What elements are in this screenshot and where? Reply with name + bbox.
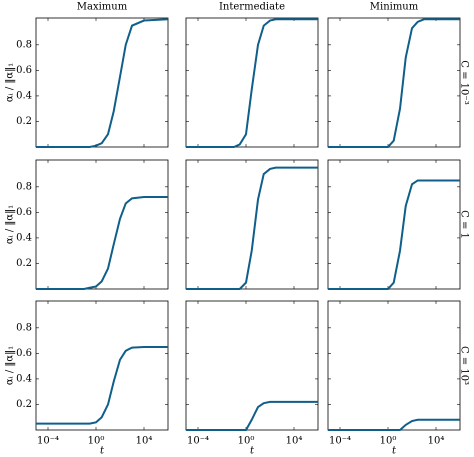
curve: [328, 18, 460, 148]
plot-frame: [327, 159, 461, 290]
x-tick-label: 10⁻⁴: [187, 436, 209, 447]
plot-frame: [327, 17, 461, 148]
x-axis-label: t: [392, 446, 397, 457]
column-title: Minimum: [370, 2, 419, 13]
panel: 10⁻⁴ 10⁰ 10⁴: [327, 300, 461, 447]
curve: [328, 418, 460, 431]
x-axis-label: t: [100, 446, 105, 457]
y-tick-label: 0.8: [16, 181, 32, 192]
y-axis-label: αᵢ / ‖α‖₁: [5, 205, 16, 244]
curve: [186, 166, 318, 290]
y-tick-label: 0.4: [16, 232, 32, 243]
row-label: C = 1: [459, 210, 470, 239]
plot-frame: [35, 159, 169, 290]
column-title: Maximum: [77, 2, 128, 13]
y-tick-label: 0.6: [16, 65, 32, 76]
curve: [186, 18, 318, 148]
x-tick-label: 10⁴: [286, 436, 303, 447]
y-tick-label: 0.8: [16, 322, 32, 333]
curve: [36, 18, 169, 148]
y-tick-label: 0.8: [16, 39, 32, 50]
x-tick-label: 10⁴: [136, 436, 153, 447]
plot-frame: [185, 300, 319, 431]
y-tick-label: 0.6: [16, 207, 32, 218]
y-tick-label: 0.2: [16, 116, 32, 127]
plot-frame: [185, 17, 319, 148]
plot-frame: [35, 300, 169, 431]
row-label: C = 10³: [459, 346, 470, 385]
panel: 0.2 0.4 0.6 0.8: [16, 17, 169, 148]
panel: 10⁻⁴ 10⁰ 10⁴: [185, 300, 319, 447]
plot-frame: [327, 300, 461, 431]
panel: 0.2 0.4 0.6 0.8 10⁻⁴ 10⁰ 10⁴: [16, 300, 169, 447]
x-tick-label: 10⁰: [238, 436, 255, 447]
curve: [328, 179, 460, 290]
y-tick-label: 0.4: [16, 373, 32, 384]
curve: [36, 196, 168, 290]
panel: 0.2 0.4 0.6 0.8: [16, 159, 169, 290]
panel: [185, 159, 319, 290]
plot-frame: [35, 17, 169, 148]
panel: [327, 159, 461, 290]
curve: [36, 345, 168, 425]
x-tick-label: 10⁻⁴: [37, 436, 59, 447]
x-tick-label: 10⁰: [380, 436, 397, 447]
panel: [327, 17, 461, 148]
y-tick-label: 0.4: [16, 90, 32, 101]
curve: [186, 400, 318, 431]
y-tick-label: 0.2: [16, 399, 32, 410]
x-tick-label: 10⁰: [88, 436, 105, 447]
y-axis-label: αᵢ / ‖α‖₁: [5, 346, 16, 385]
x-tick-label: 10⁻⁴: [329, 436, 351, 447]
panel: [185, 17, 319, 148]
column-title: Intermediate: [219, 2, 285, 13]
plot-frame: [185, 159, 319, 290]
y-tick-label: 0.2: [16, 258, 32, 269]
row-label: C = 10⁻³: [459, 60, 470, 104]
y-axis-label: αᵢ / ‖α‖₁: [5, 63, 16, 102]
y-tick-label: 0.6: [16, 348, 32, 359]
x-tick-label: 10⁴: [428, 436, 445, 447]
x-axis-label: t: [250, 446, 255, 457]
